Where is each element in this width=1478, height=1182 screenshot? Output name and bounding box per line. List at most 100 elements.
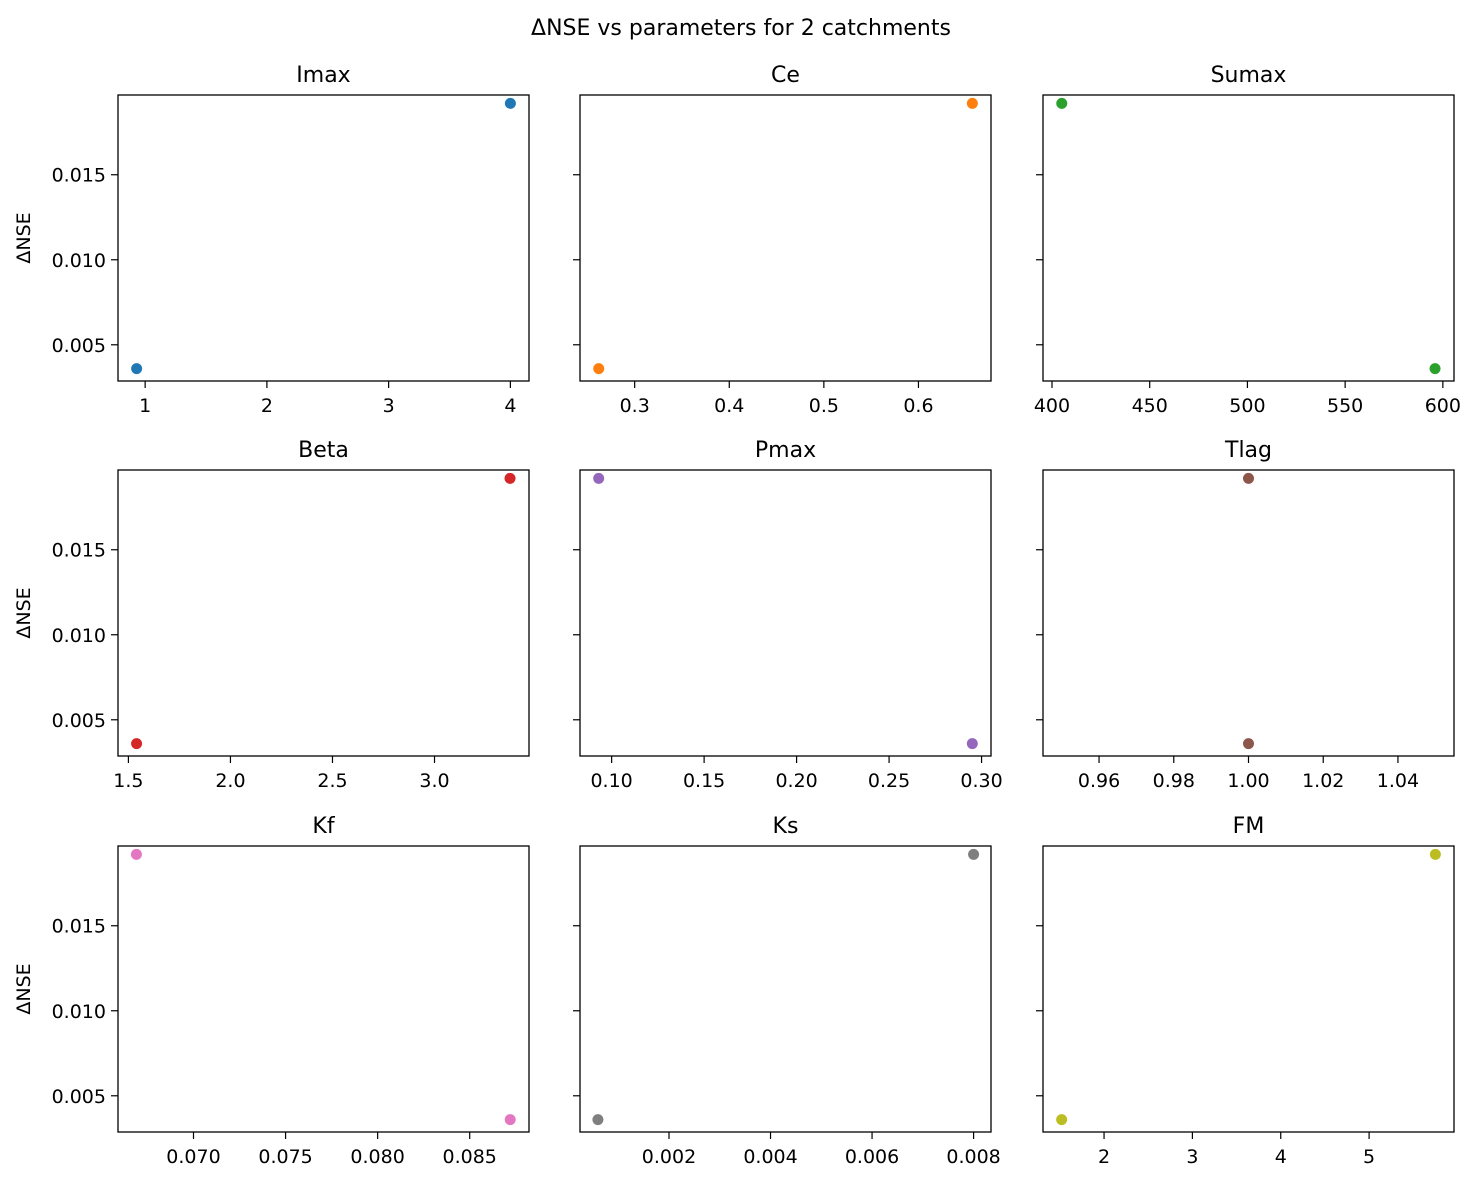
subplot-pmax: Pmax 0.10 0.15 0.20 0.25 0.30 — [573, 438, 1003, 792]
data-point — [1056, 1114, 1068, 1126]
x-tick-label: 1 — [139, 395, 151, 417]
y-tick-label: 0.015 — [52, 540, 106, 562]
x-tick-label: 2 — [1098, 1146, 1110, 1168]
y-tick-label: 0.015 — [52, 916, 106, 938]
x-tick-label: 1.5 — [113, 770, 143, 792]
data-point — [966, 738, 978, 750]
x-tick-label: 0.25 — [868, 770, 910, 792]
subplot-grid: Imax 0.005 0.010 0.015 1 2 3 4 ΔNSE Ce 0.3 0.4 0.5 0.… — [13, 63, 1461, 1168]
data-point — [130, 848, 142, 860]
y-axis-label: ΔNSE — [13, 212, 35, 263]
x-tick-label: 2.5 — [317, 770, 347, 792]
axes-frame — [117, 469, 530, 757]
x-tick-label: 0.5 — [809, 395, 839, 417]
x-tick-label: 3.0 — [419, 770, 449, 792]
subplot-title: Ks — [773, 814, 799, 839]
data-point — [1429, 363, 1441, 375]
data-point — [131, 738, 143, 750]
x-tick-label: 0.15 — [683, 770, 725, 792]
subplot-fm: FM 2 3 4 5 — [1036, 814, 1455, 1168]
data-point — [1429, 848, 1441, 860]
y-tick-label: 0.010 — [52, 250, 106, 272]
axes-frame — [117, 845, 530, 1133]
x-tick-label: 0.070 — [166, 1146, 220, 1168]
subplot-title: Pmax — [755, 438, 816, 463]
x-tick-label: 3 — [383, 395, 395, 417]
x-tick-label: 1.02 — [1302, 770, 1344, 792]
subplot-sumax: Sumax 400 450 500 550 600 — [1034, 63, 1461, 417]
x-tick-label: 0.4 — [714, 395, 744, 417]
axes-frame — [117, 94, 530, 382]
data-point — [504, 97, 516, 109]
x-tick-label: 550 — [1327, 395, 1363, 417]
figure-title: ΔNSE vs parameters for 2 catchments — [531, 16, 951, 41]
x-tick-label: 0.10 — [590, 770, 632, 792]
x-tick-label: 0.006 — [845, 1146, 899, 1168]
subplot-beta: Beta 0.005 0.010 0.015 1.5 2.0 2.5 3.0 ΔNSE — [13, 438, 530, 792]
data-point — [966, 97, 978, 109]
data-point — [592, 1114, 604, 1126]
subplot-title: Imax — [296, 63, 350, 88]
x-tick-label: 0.002 — [642, 1146, 696, 1168]
x-tick-label: 1.04 — [1377, 770, 1419, 792]
y-tick-label: 0.015 — [52, 165, 106, 187]
data-point — [504, 472, 516, 484]
subplot-title: Ce — [771, 63, 800, 88]
axes-frame — [579, 845, 992, 1133]
data-point — [504, 1114, 516, 1126]
x-tick-label: 0.008 — [946, 1146, 1000, 1168]
x-tick-label: 0.30 — [960, 770, 1002, 792]
x-tick-label: 400 — [1034, 395, 1070, 417]
subplot-title: Beta — [298, 438, 349, 463]
axes-frame — [1042, 845, 1455, 1133]
axes-frame — [579, 469, 992, 757]
subplot-tlag: Tlag 0.96 0.98 1.00 1.02 1.04 — [1036, 438, 1455, 792]
x-tick-label: 0.6 — [903, 395, 933, 417]
y-tick-label: 0.010 — [52, 625, 106, 647]
y-axis-label: ΔNSE — [13, 587, 35, 638]
x-tick-label: 0.075 — [258, 1146, 312, 1168]
axes-frame — [1042, 469, 1455, 757]
x-tick-label: 2 — [261, 395, 273, 417]
axes-frame — [1042, 94, 1455, 382]
axes-frame — [579, 94, 992, 382]
x-tick-label: 500 — [1229, 395, 1265, 417]
x-tick-label: 5 — [1363, 1146, 1375, 1168]
subplot-title: Kf — [312, 814, 335, 839]
subplot-ks: Ks 0.002 0.004 0.006 0.008 — [573, 814, 1001, 1168]
x-tick-label: 4 — [1275, 1146, 1287, 1168]
y-axis-label: ΔNSE — [13, 963, 35, 1014]
y-tick-label: 0.005 — [52, 1086, 106, 1108]
subplot-title: Sumax — [1211, 63, 1287, 88]
data-point — [1056, 97, 1068, 109]
x-tick-label: 3 — [1186, 1146, 1198, 1168]
x-tick-label: 600 — [1425, 395, 1461, 417]
data-point — [131, 363, 143, 375]
data-point — [1243, 472, 1254, 484]
subplot-title: FM — [1233, 814, 1265, 839]
x-tick-label: 0.3 — [620, 395, 650, 417]
x-tick-label: 0.20 — [775, 770, 817, 792]
x-tick-label: 0.085 — [443, 1146, 497, 1168]
x-tick-label: 2.0 — [215, 770, 245, 792]
subplot-imax: Imax 0.005 0.010 0.015 1 2 3 4 ΔNSE — [13, 63, 530, 417]
subplot-title: Tlag — [1224, 438, 1272, 463]
x-tick-label: 450 — [1132, 395, 1168, 417]
x-tick-label: 0.96 — [1078, 770, 1120, 792]
subplot-kf: Kf 0.005 0.010 0.015 0.070 0.075 0.080 0.085 ΔNS… — [13, 814, 530, 1168]
x-tick-label: 0.004 — [743, 1146, 797, 1168]
data-point — [1243, 738, 1254, 750]
subplot-ce: Ce 0.3 0.4 0.5 0.6 — [573, 63, 992, 417]
data-point — [968, 848, 980, 860]
x-tick-label: 1.00 — [1227, 770, 1269, 792]
x-tick-label: 0.98 — [1153, 770, 1195, 792]
x-tick-label: 0.080 — [350, 1146, 404, 1168]
y-tick-label: 0.005 — [52, 710, 106, 732]
y-tick-label: 0.005 — [52, 335, 106, 357]
x-tick-label: 4 — [504, 395, 516, 417]
data-point — [593, 363, 605, 375]
data-point — [593, 472, 605, 484]
y-tick-label: 0.010 — [52, 1001, 106, 1023]
